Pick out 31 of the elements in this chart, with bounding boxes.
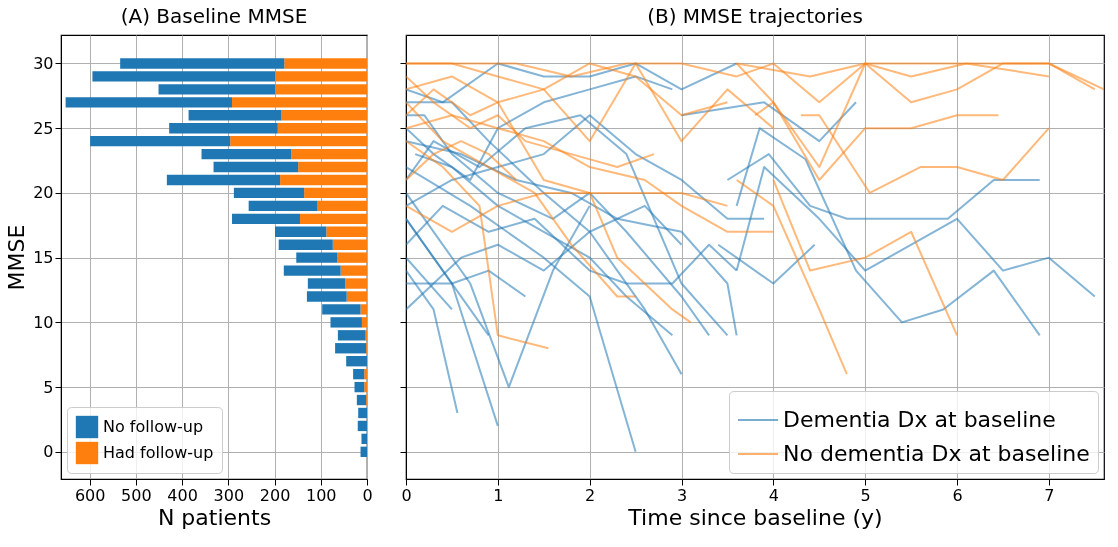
legend-label: Had follow-up [103, 443, 214, 462]
x-tick-label: 2 [585, 485, 596, 505]
x-tick-label: 0 [401, 485, 412, 505]
y-tick-label: 30 [33, 53, 54, 73]
x-tick-label: 3 [676, 485, 688, 505]
chart-title: (B) MMSE trajectories [647, 4, 863, 28]
legend-label: No dementia Dx at baseline [783, 441, 1090, 466]
y-tick-label: 5 [43, 377, 54, 397]
x-tick-label: 6 [952, 485, 963, 505]
x-tick-label: 600 [74, 485, 106, 505]
x-tick-label: 1 [493, 485, 504, 505]
y-axis-title: MMSE [4, 224, 30, 291]
x-axis-title: N patients [157, 504, 272, 530]
x-tick-label: 300 [213, 485, 245, 505]
legend-label: No follow-up [103, 417, 204, 436]
x-tick-label: 7 [1044, 485, 1055, 505]
legend-label: Dementia Dx at baseline [783, 407, 1056, 432]
y-tick-label: 20 [33, 183, 54, 203]
y-tick-label: 0 [43, 442, 54, 462]
x-tick-label: 100 [306, 485, 337, 505]
x-tick-label: 4 [768, 485, 779, 505]
chart-title: (A) Baseline MMSE [120, 4, 308, 28]
y-tick-label: 15 [33, 248, 54, 268]
x-tick-label: 0 [362, 485, 373, 505]
x-tick-label: 500 [121, 485, 152, 505]
x-tick-label: 5 [860, 485, 871, 505]
y-tick-label: 25 [33, 118, 54, 138]
x-tick-label: 400 [167, 485, 198, 505]
x-axis-title: Time since baseline (y) [627, 504, 883, 530]
x-tick-label: 200 [259, 485, 291, 505]
y-tick-label: 10 [33, 312, 54, 332]
